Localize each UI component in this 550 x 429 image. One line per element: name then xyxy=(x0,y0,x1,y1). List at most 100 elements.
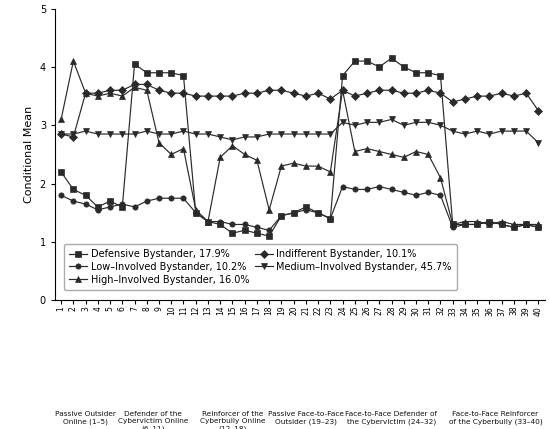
High–Involved Bystander, 16.0% xyxy=(510,222,517,227)
Defensive Bystander, 17.9% xyxy=(229,231,236,236)
High–Involved Bystander, 16.0% xyxy=(82,91,89,96)
Low–Involved Bystander, 10.2% xyxy=(95,207,101,212)
Defensive Bystander, 17.9% xyxy=(364,58,370,63)
Indifferent Bystander, 10.1% xyxy=(241,91,248,96)
Defensive Bystander, 17.9% xyxy=(278,213,285,218)
Medium–Involved Bystander, 45.7% xyxy=(278,131,285,136)
High–Involved Bystander, 16.0% xyxy=(327,169,334,175)
Medium–Involved Bystander, 45.7% xyxy=(474,129,481,134)
High–Involved Bystander, 16.0% xyxy=(192,207,199,212)
High–Involved Bystander, 16.0% xyxy=(254,158,260,163)
Defensive Bystander, 17.9% xyxy=(119,204,125,209)
Indifferent Bystander, 10.1% xyxy=(498,91,505,96)
Indifferent Bystander, 10.1% xyxy=(144,82,150,87)
Medium–Involved Bystander, 45.7% xyxy=(241,134,248,139)
Defensive Bystander, 17.9% xyxy=(388,56,395,61)
Indifferent Bystander, 10.1% xyxy=(254,91,260,96)
Indifferent Bystander, 10.1% xyxy=(510,94,517,99)
High–Involved Bystander, 16.0% xyxy=(241,152,248,157)
Text: Defender of the
Cybervictim Online
(6–11): Defender of the Cybervictim Online (6–11… xyxy=(118,411,188,429)
Medium–Involved Bystander, 45.7% xyxy=(107,131,113,136)
Defensive Bystander, 17.9% xyxy=(437,73,444,78)
Medium–Involved Bystander, 45.7% xyxy=(180,129,187,134)
Indifferent Bystander, 10.1% xyxy=(266,88,272,93)
Medium–Involved Bystander, 45.7% xyxy=(425,120,432,125)
Line: Indifferent Bystander, 10.1%: Indifferent Bystander, 10.1% xyxy=(58,82,541,139)
Defensive Bystander, 17.9% xyxy=(180,73,187,78)
Low–Involved Bystander, 10.2% xyxy=(192,210,199,215)
High–Involved Bystander, 16.0% xyxy=(364,146,370,151)
Low–Involved Bystander, 10.2% xyxy=(400,190,407,195)
High–Involved Bystander, 16.0% xyxy=(486,222,493,227)
Low–Involved Bystander, 10.2% xyxy=(351,187,358,192)
Indifferent Bystander, 10.1% xyxy=(339,88,346,93)
Low–Involved Bystander, 10.2% xyxy=(498,222,505,227)
Low–Involved Bystander, 10.2% xyxy=(327,216,334,221)
Defensive Bystander, 17.9% xyxy=(168,70,174,76)
Defensive Bystander, 17.9% xyxy=(351,58,358,63)
High–Involved Bystander, 16.0% xyxy=(290,160,297,166)
Line: Medium–Involved Bystander, 45.7%: Medium–Involved Bystander, 45.7% xyxy=(58,117,541,145)
Indifferent Bystander, 10.1% xyxy=(70,134,76,139)
Medium–Involved Bystander, 45.7% xyxy=(388,117,395,122)
Medium–Involved Bystander, 45.7% xyxy=(95,131,101,136)
Medium–Involved Bystander, 45.7% xyxy=(266,131,272,136)
Low–Involved Bystander, 10.2% xyxy=(156,196,162,201)
Medium–Involved Bystander, 45.7% xyxy=(510,129,517,134)
Low–Involved Bystander, 10.2% xyxy=(82,202,89,207)
Indifferent Bystander, 10.1% xyxy=(95,91,101,96)
High–Involved Bystander, 16.0% xyxy=(302,163,309,169)
Indifferent Bystander, 10.1% xyxy=(156,88,162,93)
Medium–Involved Bystander, 45.7% xyxy=(535,140,542,145)
Defensive Bystander, 17.9% xyxy=(339,73,346,78)
Low–Involved Bystander, 10.2% xyxy=(144,199,150,204)
Low–Involved Bystander, 10.2% xyxy=(217,219,223,224)
Indifferent Bystander, 10.1% xyxy=(388,88,395,93)
High–Involved Bystander, 16.0% xyxy=(278,163,285,169)
Indifferent Bystander, 10.1% xyxy=(131,82,138,87)
Defensive Bystander, 17.9% xyxy=(425,70,432,76)
Medium–Involved Bystander, 45.7% xyxy=(523,129,530,134)
Low–Involved Bystander, 10.2% xyxy=(523,222,530,227)
Indifferent Bystander, 10.1% xyxy=(119,88,125,93)
Low–Involved Bystander, 10.2% xyxy=(58,193,64,198)
Indifferent Bystander, 10.1% xyxy=(486,94,493,99)
Defensive Bystander, 17.9% xyxy=(144,70,150,76)
Medium–Involved Bystander, 45.7% xyxy=(412,120,419,125)
Medium–Involved Bystander, 45.7% xyxy=(327,131,334,136)
Defensive Bystander, 17.9% xyxy=(254,231,260,236)
High–Involved Bystander, 16.0% xyxy=(70,58,76,63)
Medium–Involved Bystander, 45.7% xyxy=(400,123,407,128)
Low–Involved Bystander, 10.2% xyxy=(461,222,468,227)
Medium–Involved Bystander, 45.7% xyxy=(339,120,346,125)
Medium–Involved Bystander, 45.7% xyxy=(156,131,162,136)
Indifferent Bystander, 10.1% xyxy=(180,91,187,96)
Text: Face-to-Face Defender of
the Cybervictim (24–32): Face-to-Face Defender of the Cybervictim… xyxy=(345,411,438,425)
Defensive Bystander, 17.9% xyxy=(474,222,481,227)
High–Involved Bystander, 16.0% xyxy=(498,219,505,224)
High–Involved Bystander, 16.0% xyxy=(229,143,236,148)
Medium–Involved Bystander, 45.7% xyxy=(351,123,358,128)
High–Involved Bystander, 16.0% xyxy=(180,146,187,151)
Defensive Bystander, 17.9% xyxy=(486,219,493,224)
Medium–Involved Bystander, 45.7% xyxy=(70,131,76,136)
Text: Passive Outsider
Online (1–5): Passive Outsider Online (1–5) xyxy=(55,411,116,425)
Indifferent Bystander, 10.1% xyxy=(425,88,432,93)
Medium–Involved Bystander, 45.7% xyxy=(437,123,444,128)
High–Involved Bystander, 16.0% xyxy=(205,219,211,224)
Defensive Bystander, 17.9% xyxy=(535,225,542,230)
Low–Involved Bystander, 10.2% xyxy=(302,207,309,212)
Medium–Involved Bystander, 45.7% xyxy=(290,131,297,136)
Medium–Involved Bystander, 45.7% xyxy=(131,131,138,136)
Medium–Involved Bystander, 45.7% xyxy=(229,137,236,142)
Medium–Involved Bystander, 45.7% xyxy=(192,131,199,136)
Defensive Bystander, 17.9% xyxy=(58,169,64,175)
Text: Face-to-Face Reinforcer
of the Cyberbully (33–40): Face-to-Face Reinforcer of the Cyberbull… xyxy=(449,411,542,425)
Low–Involved Bystander, 10.2% xyxy=(278,213,285,218)
Indifferent Bystander, 10.1% xyxy=(535,108,542,113)
Defensive Bystander, 17.9% xyxy=(290,210,297,215)
High–Involved Bystander, 16.0% xyxy=(461,219,468,224)
High–Involved Bystander, 16.0% xyxy=(351,149,358,154)
Defensive Bystander, 17.9% xyxy=(461,222,468,227)
High–Involved Bystander, 16.0% xyxy=(535,222,542,227)
